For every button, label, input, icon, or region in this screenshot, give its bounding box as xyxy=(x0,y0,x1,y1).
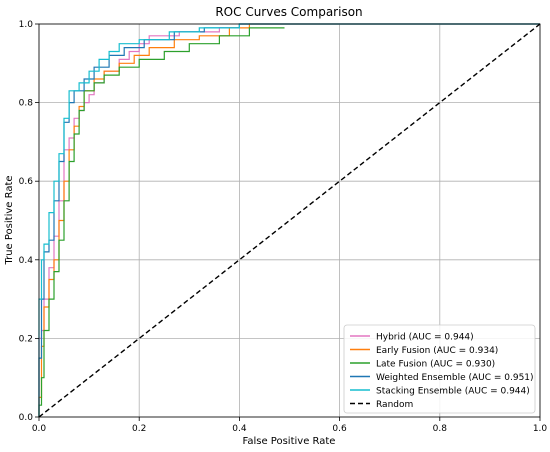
y-tick-label: 0.0 xyxy=(19,413,34,423)
x-axis-label: False Positive Rate xyxy=(243,436,336,447)
x-tick-label: 1.0 xyxy=(533,424,548,434)
x-tick-label: 0.6 xyxy=(332,424,347,434)
y-tick-label: 0.6 xyxy=(19,177,34,187)
legend-label: Weighted Ensemble (AUC = 0.951) xyxy=(376,373,534,383)
legend-label: Hybrid (AUC = 0.944) xyxy=(376,333,474,343)
chart-title: ROC Curves Comparison xyxy=(215,5,362,19)
y-axis-label: True Positive Rate xyxy=(4,175,15,265)
x-tick-label: 0.0 xyxy=(32,424,47,434)
y-tick-label: 0.2 xyxy=(19,334,33,344)
legend-box xyxy=(343,324,536,414)
legend-label: Early Fusion (AUC = 0.934) xyxy=(376,346,498,356)
x-tick-label: 0.8 xyxy=(433,424,448,434)
y-tick-label: 0.8 xyxy=(19,99,34,109)
series-line-random xyxy=(38,23,541,418)
x-tick-label: 0.2 xyxy=(132,424,146,434)
series-line-late xyxy=(38,27,285,417)
axis-ticks: 0.0 0.2 0.4 0.6 0.8 1.0 0.0 0.2 0.4 0.6 0.8 1.0 xyxy=(19,20,548,434)
x-tick-label: 0.4 xyxy=(232,424,247,434)
legend-label: Random xyxy=(376,400,413,410)
series-lines xyxy=(38,23,541,418)
legend: Hybrid (AUC = 0.944) Early Fusion (AUC = … xyxy=(343,324,536,414)
y-tick-label: 1.0 xyxy=(19,20,34,30)
plot-frame xyxy=(38,23,541,418)
legend-label: Late Fusion (AUC = 0.930) xyxy=(376,360,495,370)
y-tick-label: 0.4 xyxy=(19,256,34,266)
legend-label: Stacking Ensemble (AUC = 0.944) xyxy=(376,387,530,397)
series-line-stacking xyxy=(38,23,540,417)
